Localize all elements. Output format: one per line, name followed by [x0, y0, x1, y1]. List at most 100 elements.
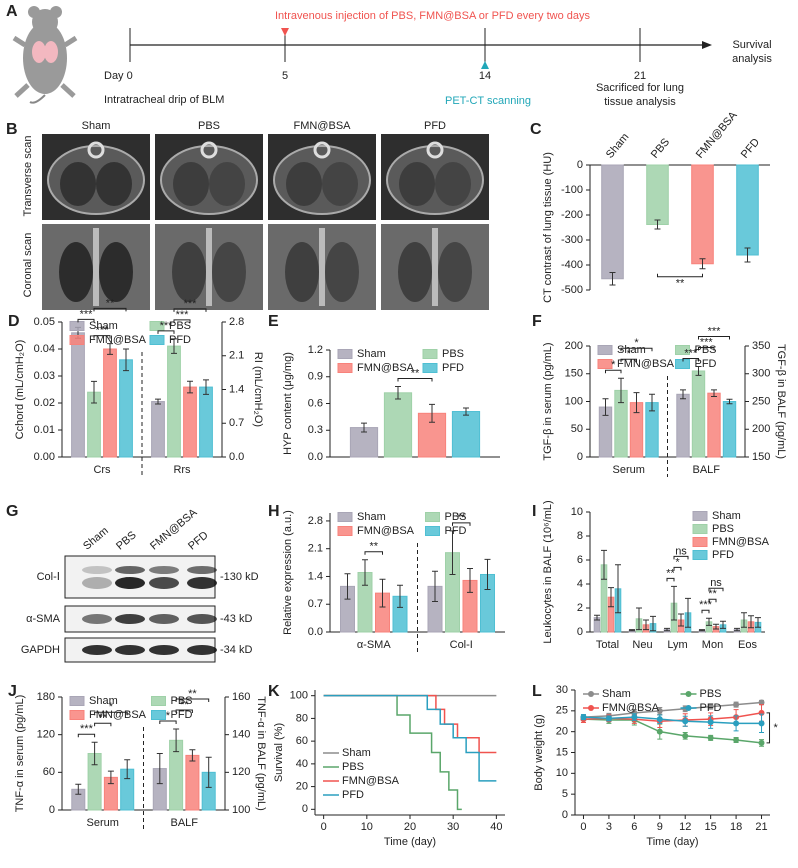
band: [82, 566, 112, 574]
significance-label: ***: [80, 723, 94, 735]
legend-swatch: [337, 512, 353, 522]
legend-swatch: [337, 349, 353, 359]
x-tick-label: Col-I: [450, 639, 473, 651]
y-tick-label: 2.8: [229, 316, 244, 328]
legend-label: Sham: [617, 344, 646, 356]
panel-letter: C: [530, 121, 542, 138]
legend-label: Sham: [602, 688, 631, 700]
error-bar: [463, 407, 469, 416]
size-label: -34 kD: [220, 644, 252, 656]
significance: [701, 609, 710, 614]
significance: [766, 712, 771, 744]
significance-label: *: [109, 701, 114, 713]
y2-axis-title: RI (mL/cmH₂O): [252, 352, 264, 427]
legend-swatch: [69, 710, 85, 720]
legend-swatch: [149, 321, 165, 331]
y-axis-title: TNF-α in serum (pg/mL): [14, 695, 26, 813]
legend-swatch: [692, 524, 708, 534]
error-bar: [615, 564, 621, 614]
x-tick-label: 10: [361, 821, 373, 833]
scan-marker: [481, 61, 489, 69]
band: [82, 577, 112, 589]
ct-lung: [209, 162, 245, 206]
band: [149, 614, 179, 624]
error-bar: [156, 753, 163, 785]
y-tick-label: 2.1: [229, 350, 244, 362]
significance: [698, 347, 715, 351]
error-bar: [107, 770, 114, 785]
panel-letter: A: [6, 3, 18, 20]
band: [115, 577, 145, 589]
legend-label: PFD: [342, 789, 364, 801]
y-tick-label: 40: [296, 758, 308, 770]
y-axis-title: Cchord (mL/cmH₂O): [14, 340, 26, 440]
band: [115, 614, 145, 624]
marker: [580, 714, 587, 721]
ct-lung: [286, 162, 322, 206]
error-bar: [75, 783, 82, 795]
significance: [666, 577, 675, 582]
significance: [673, 566, 682, 571]
marker: [707, 703, 714, 710]
legend-swatch: [588, 691, 594, 697]
legend-label: PBS: [695, 344, 717, 356]
panel-letter: B: [6, 121, 18, 138]
y-tick-label: 5: [562, 788, 568, 800]
significance: [452, 522, 471, 526]
legend-label: PFD: [712, 549, 734, 561]
drip-label: Intratracheal drip of BLM: [104, 94, 224, 106]
y-tick-label: 0.0: [308, 626, 323, 638]
legend-label: PBS: [442, 348, 464, 360]
x-axis-title: Time (day): [384, 836, 436, 848]
x-tick-label: Crs: [93, 464, 111, 476]
y-tick-label: 160: [232, 691, 250, 703]
significance-label: ns: [710, 577, 722, 589]
x-tick-label: 18: [730, 821, 742, 833]
legend-swatch: [425, 512, 440, 522]
ct-lung: [438, 242, 472, 302]
significance-label: ***: [176, 309, 190, 321]
error-bar: [680, 389, 686, 400]
row-label: Transverse scan: [22, 136, 34, 217]
legend-label: Sham: [89, 695, 118, 707]
column-label: Sham: [82, 120, 111, 132]
x-tick-label: 0: [580, 821, 586, 833]
y-tick-label: 0: [577, 159, 583, 171]
error-bar: [362, 559, 368, 586]
y-axis-title: Body weight (g): [533, 714, 545, 790]
size-label: -130 kD: [220, 571, 259, 583]
significance-label: **: [411, 367, 420, 379]
legend-label: PBS: [342, 761, 364, 773]
significance-label: **: [369, 541, 378, 553]
bar: [119, 359, 133, 458]
y-tick-label: 0: [577, 451, 583, 463]
significance: [93, 335, 111, 339]
legend-label: FMN@BSA: [357, 525, 415, 537]
y-tick-label: 80: [296, 712, 308, 724]
error-bar: [706, 617, 712, 626]
error-bar: [734, 627, 740, 632]
x-tick-label: PFD: [739, 136, 762, 161]
significance-label: ***: [160, 320, 174, 332]
band: [82, 645, 112, 655]
error-bar: [484, 558, 491, 591]
end-label: Survival: [732, 39, 771, 51]
panel-letter: E: [268, 313, 279, 330]
legend-swatch: [692, 511, 708, 521]
x-tick-label: 6: [631, 821, 637, 833]
significance: [173, 308, 207, 312]
x-tick-label: Neu: [632, 639, 652, 651]
legend-swatch: [149, 335, 165, 345]
ct-lung: [325, 242, 359, 302]
x-tick-label: α-SMA: [357, 639, 392, 651]
injection-label: Intravenous injection of PBS, FMN@BSA or…: [275, 10, 591, 22]
significance: [708, 598, 717, 603]
significance-label: *: [611, 359, 616, 371]
ct-lung: [399, 162, 435, 206]
marker: [758, 720, 765, 727]
y-tick-label: 2: [577, 602, 583, 614]
ct-spine: [200, 141, 218, 159]
legend-swatch: [675, 345, 690, 355]
error-bar: [744, 247, 751, 263]
mouse-icon: [12, 6, 78, 104]
